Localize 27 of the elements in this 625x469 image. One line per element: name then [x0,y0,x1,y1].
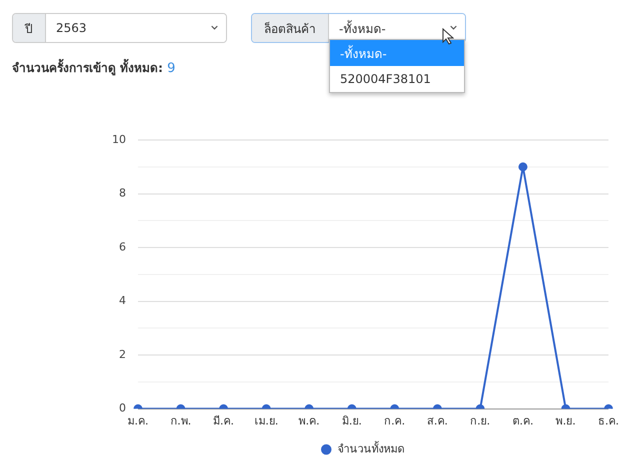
text: -ทั้งหมด- [330,40,464,66]
x-tick-label: ก.พ. [170,414,192,428]
y-tick-label: 8 [118,186,126,200]
text: 9 [167,61,176,76]
x-tick-label: มี.ค. [213,414,234,428]
x-tick-label: เม.ย. [254,414,278,428]
y-tick-label: 6 [118,240,126,254]
text: ล็อตสินค้า [252,14,329,42]
y-tick-label: 0 [118,402,126,415]
text: -ทั้งหมด- [329,14,465,42]
text: 520004F38101 [339,71,432,88]
x-tick-label: ก.ค. [384,414,406,428]
x-tick-label: ต.ค. [512,414,534,428]
y-tick-label: 10 [112,132,126,146]
x-tick-label: ก.ย. [470,414,490,428]
x-tick-label: ส.ค. [426,414,448,428]
x-tick-label: มิ.ย. [342,414,362,428]
x-tick-label: พ.ย. [556,414,576,428]
x-tick-label: พ.ค. [298,414,320,428]
text: 2563 [46,14,226,42]
y-tick-label: 4 [118,294,126,308]
legend-label: จำนวนทั้งหมด [337,440,404,456]
y-tick-label: 2 [118,348,126,361]
x-tick-label: ธ.ค. [598,414,620,428]
x-tick-label: ม.ค. [127,414,148,428]
text: ปี [13,14,46,42]
text: จำนวนครั้งการเข้าดู ทั้งหมด: [12,61,163,75]
